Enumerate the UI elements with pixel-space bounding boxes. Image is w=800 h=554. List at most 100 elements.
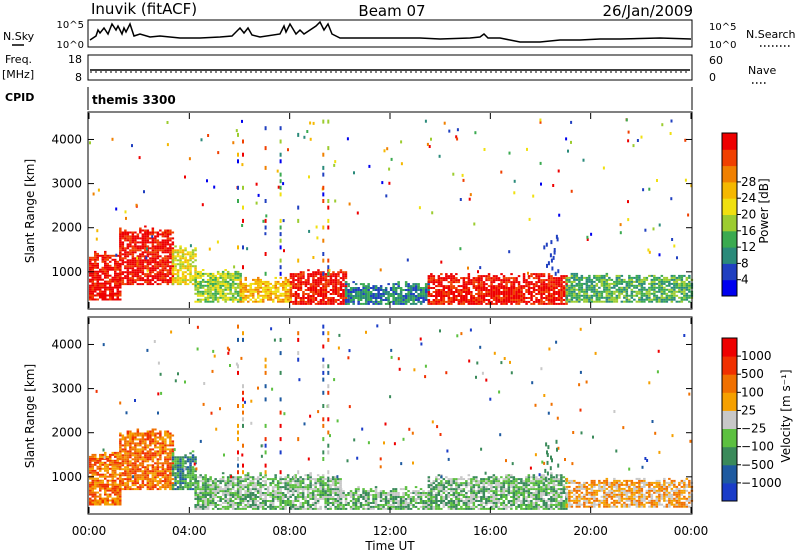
echo-cell: [512, 279, 516, 282]
echo-cell: [134, 241, 137, 244]
echo-cell: [154, 265, 157, 268]
echo-cell: [236, 504, 240, 506]
echo-cell: [630, 276, 634, 279]
echo-cell: [96, 459, 99, 462]
echo-cell: [688, 276, 691, 279]
echo-cell: [161, 231, 165, 234]
echo-cell: [291, 478, 295, 481]
colorbar-segment: [722, 214, 737, 232]
echo-cell: [201, 286, 205, 289]
echo-cell: [166, 233, 170, 236]
echo-cell: [201, 486, 205, 489]
echo-cell: [399, 295, 403, 297]
echo-cell: [111, 453, 114, 456]
echo-cell: [344, 287, 348, 289]
echo-cell: [685, 298, 689, 301]
echo-cell: [414, 287, 418, 289]
echo-cell: [307, 281, 310, 284]
echo-cell: [259, 494, 262, 496]
echo-cell: [542, 275, 546, 278]
echo-cell: [154, 454, 157, 457]
echo-cell: [673, 292, 676, 295]
echo-cell: [229, 504, 232, 506]
echo-cell: [214, 492, 217, 494]
echo-cell: [289, 502, 292, 504]
echo-cell: [294, 279, 298, 282]
echo-cell: [169, 472, 172, 475]
echo-cell: [156, 235, 160, 238]
echo-cell: [134, 436, 137, 439]
echo-cell: [136, 482, 140, 485]
echo-cell: [417, 299, 420, 301]
echo-cell: [141, 279, 145, 282]
echo-cell: [249, 294, 252, 297]
echo-cell: [613, 280, 616, 283]
echo-cell: [284, 488, 287, 491]
echo-cell: [119, 239, 122, 242]
echo-cell: [211, 502, 215, 504]
echo-cell: [161, 462, 165, 465]
scatter-echo: [468, 197, 471, 201]
echo-cell: [106, 485, 109, 488]
echo-cell: [259, 280, 262, 283]
echo-cell: [465, 295, 468, 297]
echo-cell: [289, 488, 292, 491]
echo-cell: [477, 289, 481, 291]
echo-cell: [146, 283, 150, 286]
echo-cell: [319, 293, 323, 295]
echo-cell: [467, 273, 471, 276]
echo-cell: [324, 289, 328, 291]
echo-cell: [201, 290, 205, 293]
echo-cell: [610, 298, 614, 301]
echo-cell: [141, 484, 145, 487]
echo-cell: [99, 296, 102, 299]
echo-cell: [455, 281, 458, 284]
echo-cell: [665, 296, 669, 299]
scatter-echo: [513, 191, 516, 195]
echo-cell: [161, 484, 165, 487]
echo-cell: [166, 478, 170, 481]
echo-cell: [131, 253, 135, 256]
echo-cell: [668, 278, 671, 281]
scatter-echo: [89, 141, 91, 145]
echo-cell: [299, 275, 303, 278]
echo-cell: [645, 292, 649, 295]
echo-cell: [317, 293, 320, 295]
echo-cell: [119, 458, 122, 461]
echo-cell: [445, 291, 448, 293]
echo-cell: [111, 296, 114, 299]
echo-cell: [560, 302, 563, 305]
echo-cell: [452, 281, 456, 284]
echo-cell: [161, 480, 165, 483]
echo-cell: [126, 458, 130, 461]
echo-cell: [216, 500, 220, 502]
echo-cell: [144, 460, 147, 463]
echo-cell: [124, 478, 127, 481]
echo-cell: [159, 432, 162, 435]
echo-cell: [159, 454, 162, 457]
echo-cell: [447, 275, 451, 278]
scatter-echo: [590, 232, 593, 236]
echo-cell: [124, 261, 127, 264]
echo-cell: [294, 273, 298, 276]
echo-cell: [573, 288, 576, 291]
echo-cell: [194, 474, 197, 477]
echo-cell: [650, 282, 654, 285]
echo-cell: [437, 299, 441, 301]
echo-cell: [482, 285, 486, 288]
echo-cell: [292, 275, 295, 278]
echo-cell: [201, 292, 205, 295]
echo-cell: [432, 302, 436, 305]
echo-cell: [555, 291, 558, 293]
echo-cell: [136, 267, 140, 270]
echo-cell: [106, 272, 109, 275]
echo-cell: [277, 288, 280, 291]
echo-cell: [169, 442, 172, 445]
echo-cell: [184, 474, 187, 477]
echo-cell: [239, 294, 242, 297]
scatter-echo: [627, 200, 629, 204]
echo-cell: [221, 480, 225, 483]
echo-cell: [234, 276, 237, 279]
echo-cell: [156, 470, 160, 473]
echo-cell: [294, 500, 297, 502]
